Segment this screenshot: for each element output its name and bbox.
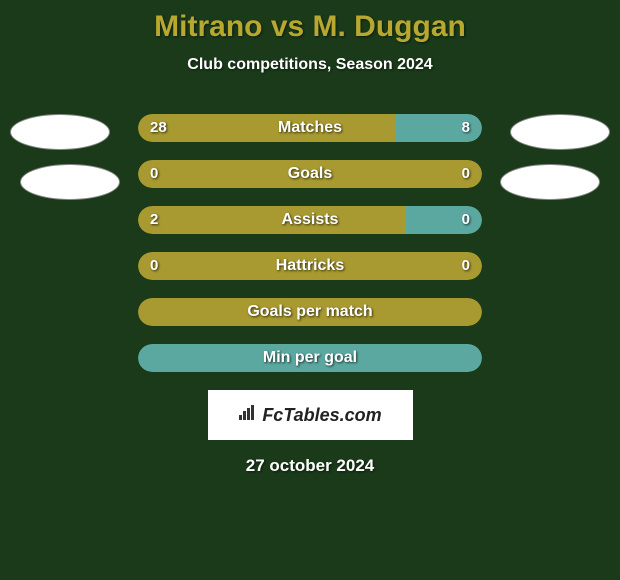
bar-label: Min per goal bbox=[138, 344, 482, 372]
watermark-text: FcTables.com bbox=[262, 405, 381, 426]
bar-row: 288Matches bbox=[138, 114, 482, 142]
avatar-player-left-2 bbox=[20, 164, 120, 200]
bar-row: 00Hattricks bbox=[138, 252, 482, 280]
bar-label: Goals per match bbox=[138, 298, 482, 326]
bar-label: Matches bbox=[138, 114, 482, 142]
chart-icon bbox=[238, 405, 256, 426]
page-title: Mitrano vs M. Duggan bbox=[0, 0, 620, 44]
bar-label: Goals bbox=[138, 160, 482, 188]
date-text: 27 october 2024 bbox=[0, 456, 620, 476]
bar-label: Assists bbox=[138, 206, 482, 234]
avatar-player-left-1 bbox=[10, 114, 110, 150]
watermark-badge: FcTables.com bbox=[208, 390, 413, 440]
bar-row: Goals per match bbox=[138, 298, 482, 326]
comparison-bars: 288Matches 00Goals 20Assists 00Hattricks Goa… bbox=[0, 114, 620, 372]
bar-row: 00Goals bbox=[138, 160, 482, 188]
bar-label: Hattricks bbox=[138, 252, 482, 280]
page-subtitle: Club competitions, Season 2024 bbox=[0, 56, 620, 74]
bar-row: Min per goal bbox=[138, 344, 482, 372]
avatar-player-right-1 bbox=[510, 114, 610, 150]
avatar-player-right-2 bbox=[500, 164, 600, 200]
bar-row: 20Assists bbox=[138, 206, 482, 234]
